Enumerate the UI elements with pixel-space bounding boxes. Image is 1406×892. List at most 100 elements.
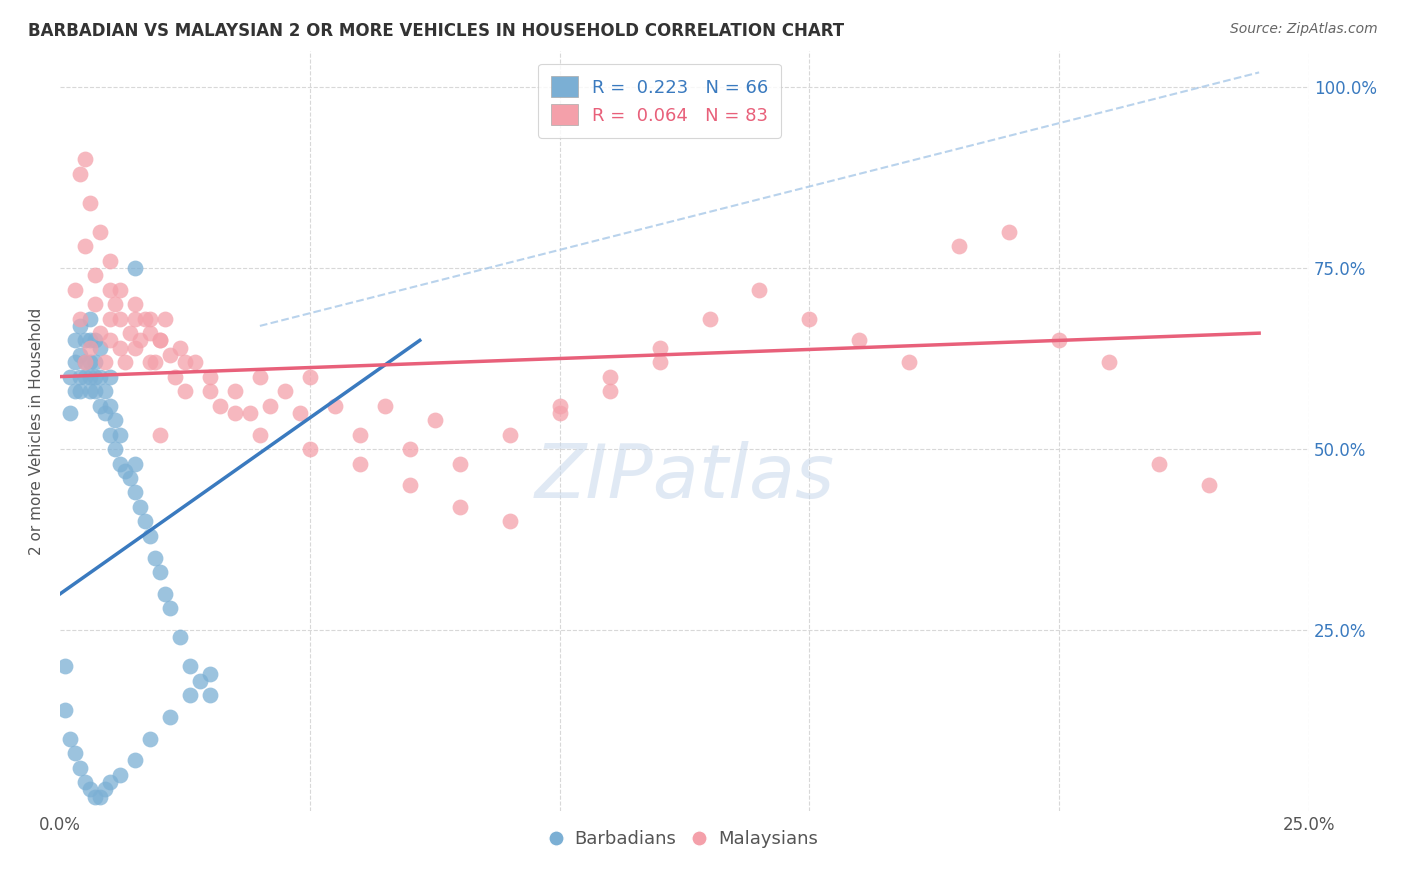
- Point: [108, 283, 131, 297]
- Point: [374, 399, 396, 413]
- Point: [499, 515, 522, 529]
- Legend: Barbadians, Malaysians: Barbadians, Malaysians: [544, 823, 825, 855]
- Point: [648, 355, 671, 369]
- Point: [153, 587, 176, 601]
- Point: [948, 239, 970, 253]
- Point: [73, 355, 96, 369]
- Point: [198, 369, 221, 384]
- Point: [79, 334, 101, 348]
- Point: [1198, 478, 1220, 492]
- Point: [59, 369, 82, 384]
- Point: [73, 153, 96, 167]
- Point: [134, 311, 156, 326]
- Point: [224, 406, 246, 420]
- Point: [124, 311, 146, 326]
- Point: [998, 225, 1021, 239]
- Point: [198, 666, 221, 681]
- Point: [169, 341, 191, 355]
- Point: [188, 673, 211, 688]
- Point: [398, 442, 420, 456]
- Point: [129, 500, 152, 514]
- Point: [288, 406, 311, 420]
- Point: [114, 464, 136, 478]
- Point: [108, 768, 131, 782]
- Point: [163, 369, 186, 384]
- Point: [84, 268, 107, 283]
- Point: [499, 427, 522, 442]
- Point: [73, 334, 96, 348]
- Point: [89, 341, 111, 355]
- Point: [63, 283, 86, 297]
- Point: [124, 297, 146, 311]
- Point: [139, 529, 162, 543]
- Point: [69, 761, 91, 775]
- Point: [449, 457, 471, 471]
- Point: [59, 731, 82, 746]
- Point: [259, 399, 281, 413]
- Point: [79, 341, 101, 355]
- Point: [98, 427, 121, 442]
- Point: [79, 384, 101, 398]
- Point: [423, 413, 446, 427]
- Point: [104, 442, 127, 456]
- Point: [108, 311, 131, 326]
- Point: [548, 399, 571, 413]
- Point: [129, 334, 152, 348]
- Point: [1047, 334, 1070, 348]
- Point: [548, 406, 571, 420]
- Text: BARBADIAN VS MALAYSIAN 2 OR MORE VEHICLES IN HOUSEHOLD CORRELATION CHART: BARBADIAN VS MALAYSIAN 2 OR MORE VEHICLE…: [28, 22, 844, 40]
- Point: [179, 688, 201, 702]
- Y-axis label: 2 or more Vehicles in Household: 2 or more Vehicles in Household: [30, 308, 44, 555]
- Point: [108, 427, 131, 442]
- Point: [134, 515, 156, 529]
- Text: Source: ZipAtlas.com: Source: ZipAtlas.com: [1230, 22, 1378, 37]
- Point: [323, 399, 346, 413]
- Point: [143, 550, 166, 565]
- Point: [69, 369, 91, 384]
- Point: [63, 384, 86, 398]
- Point: [224, 384, 246, 398]
- Point: [599, 384, 621, 398]
- Point: [89, 225, 111, 239]
- Point: [94, 355, 117, 369]
- Point: [63, 334, 86, 348]
- Point: [239, 406, 262, 420]
- Point: [63, 355, 86, 369]
- Point: [748, 283, 770, 297]
- Point: [104, 413, 127, 427]
- Point: [398, 478, 420, 492]
- Point: [94, 406, 117, 420]
- Point: [89, 326, 111, 340]
- Point: [184, 355, 207, 369]
- Point: [89, 789, 111, 804]
- Point: [108, 341, 131, 355]
- Point: [63, 746, 86, 760]
- Point: [98, 399, 121, 413]
- Point: [79, 355, 101, 369]
- Point: [149, 334, 172, 348]
- Point: [53, 659, 76, 673]
- Point: [94, 384, 117, 398]
- Point: [349, 457, 371, 471]
- Point: [124, 457, 146, 471]
- Point: [79, 311, 101, 326]
- Point: [98, 283, 121, 297]
- Point: [1147, 457, 1170, 471]
- Point: [124, 754, 146, 768]
- Point: [274, 384, 297, 398]
- Point: [69, 384, 91, 398]
- Point: [53, 703, 76, 717]
- Point: [84, 355, 107, 369]
- Point: [159, 710, 181, 724]
- Point: [118, 471, 141, 485]
- Point: [79, 782, 101, 797]
- Point: [139, 311, 162, 326]
- Point: [98, 334, 121, 348]
- Point: [449, 500, 471, 514]
- Point: [79, 195, 101, 210]
- Point: [898, 355, 921, 369]
- Point: [73, 355, 96, 369]
- Point: [298, 369, 321, 384]
- Point: [73, 369, 96, 384]
- Point: [73, 775, 96, 789]
